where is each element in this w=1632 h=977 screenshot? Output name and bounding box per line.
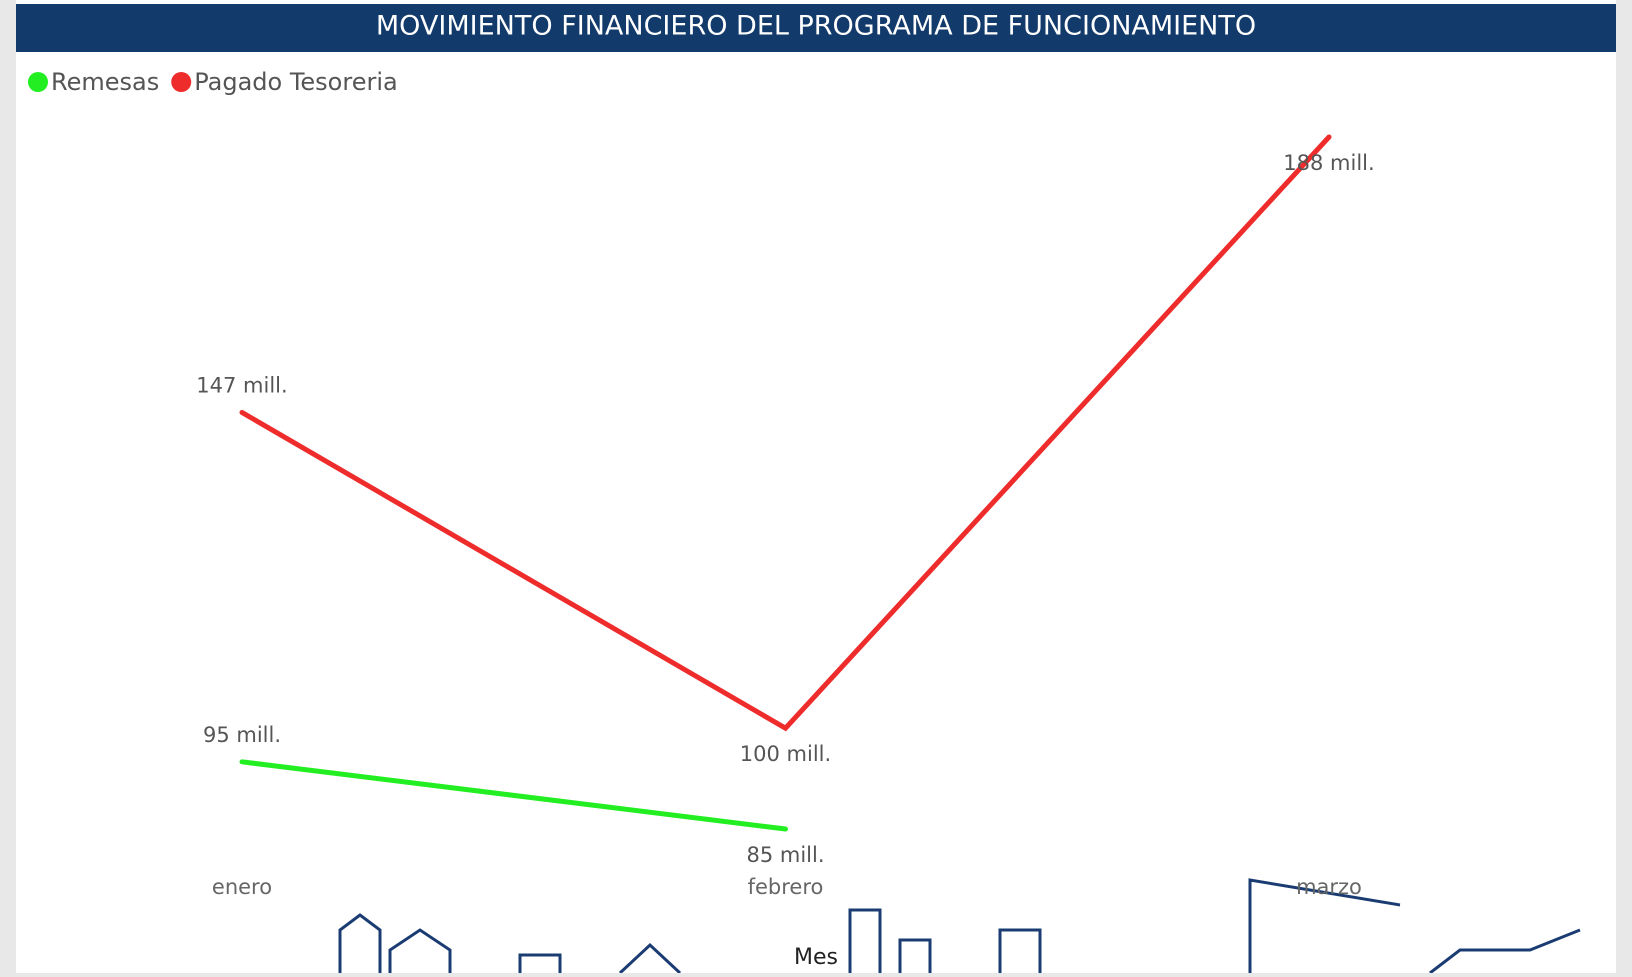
page: MOVIMIENTO FINANCIERO DEL PROGRAMA DE FU… — [0, 0, 1632, 973]
x-tick-label: marzo — [1296, 875, 1362, 899]
value-label: 100 mill. — [740, 742, 831, 766]
value-label: 85 mill. — [746, 843, 824, 867]
x-tick-label: enero — [212, 875, 272, 899]
legend-swatch — [28, 72, 48, 92]
legend-label: Pagado Tesoreria — [194, 68, 397, 96]
value-label: 188 mill. — [1283, 151, 1374, 175]
chart-title: MOVIMIENTO FINANCIERO DEL PROGRAMA DE FU… — [376, 11, 1256, 42]
chart: MOVIMIENTO FINANCIERO DEL PROGRAMA DE FU… — [0, 0, 1632, 973]
x-axis-title: Mes — [794, 945, 838, 970]
x-tick-label: febrero — [748, 875, 824, 899]
value-label: 95 mill. — [203, 723, 281, 747]
value-label: 147 mill. — [196, 373, 287, 397]
legend-swatch — [171, 72, 191, 92]
legend-label: Remesas — [51, 68, 159, 96]
panel — [16, 0, 1616, 973]
